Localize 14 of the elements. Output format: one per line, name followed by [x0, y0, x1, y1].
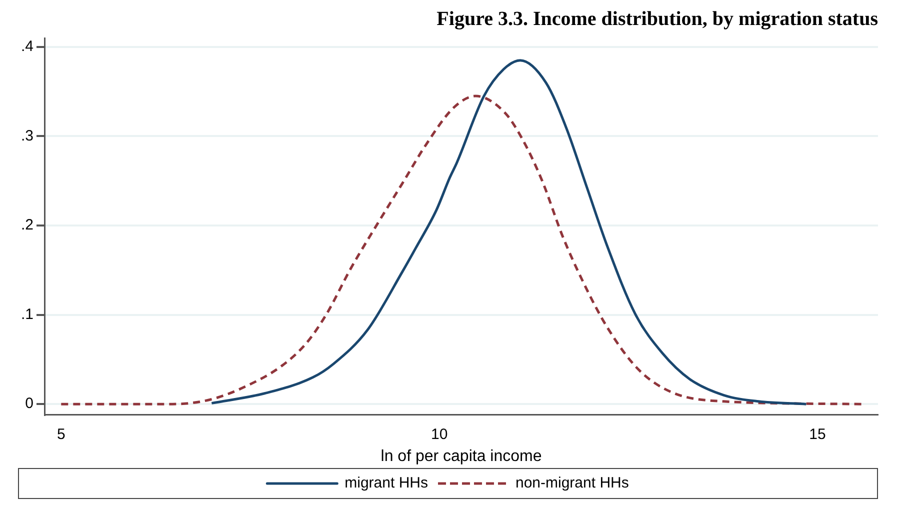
legend-label: migrant HHs	[344, 474, 428, 492]
x-tick-label: 15	[809, 426, 826, 443]
y-tick-label: .1	[20, 306, 34, 323]
line-series	[210, 59, 808, 406]
y-tick-label: .3	[20, 127, 34, 144]
line-series	[60, 94, 863, 406]
y-tick-label: .2	[20, 216, 34, 234]
x-tick-label: 10	[430, 426, 448, 443]
x-axis-title: ln of per capita income	[380, 448, 542, 465]
y-tick-label: 0	[25, 395, 34, 412]
legend-label: non-migrant HHs	[515, 474, 629, 492]
y-tick-label: .4	[20, 38, 34, 56]
chart-title: Figure 3.3. Income distribution, by migration status	[436, 8, 878, 30]
x-tick-label: 5	[56, 426, 66, 443]
